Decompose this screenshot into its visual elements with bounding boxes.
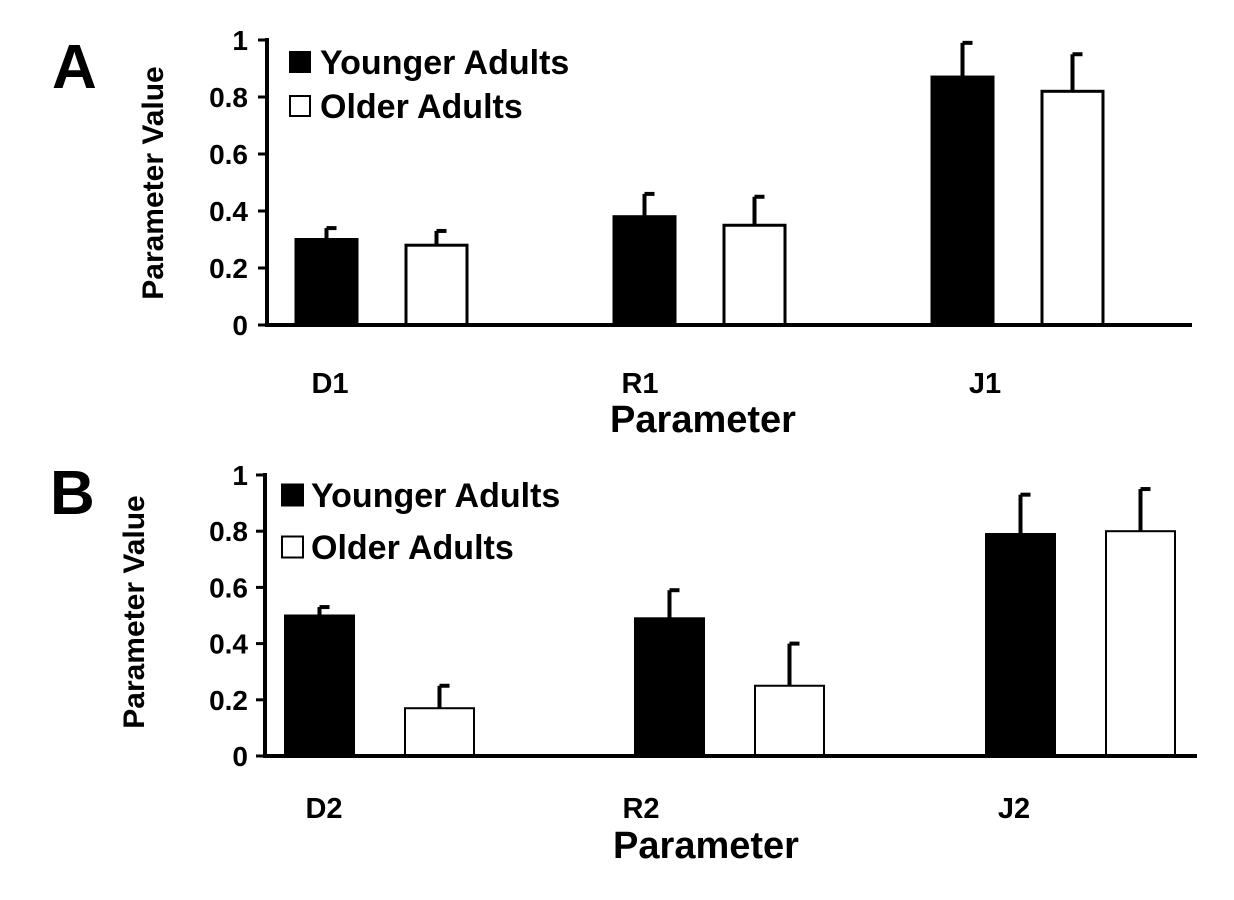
y-axis-title: Parameter Value <box>137 66 170 299</box>
x-tick-label-r1: R1 <box>621 368 658 400</box>
legend-label-younger: Younger Adults <box>320 44 569 82</box>
x-axis-title: Parameter <box>610 399 796 441</box>
y-axis-title: Parameter Value <box>118 495 151 728</box>
legend-label-older: Older Adults <box>311 529 514 567</box>
legend-swatch-older <box>281 535 304 559</box>
bar-younger-j2 <box>985 533 1056 758</box>
y-tick-label: 0.2 <box>209 253 248 284</box>
panel-label: A <box>52 33 97 102</box>
y-tick-label: 0.8 <box>209 82 248 113</box>
bar-younger-r2 <box>634 617 705 757</box>
y-tick-label: 0 <box>232 310 248 341</box>
legend: Younger Adults Older Adults <box>289 44 569 126</box>
y-tick-label: 1 <box>232 25 248 56</box>
bar-younger-d2 <box>284 614 355 757</box>
bar-older-d2 <box>404 707 475 757</box>
y-tick-label: 0.4 <box>209 629 248 660</box>
y-tick-label: 1 <box>232 460 248 491</box>
y-tick-label: 0.6 <box>209 139 248 170</box>
bar-older-j1 <box>1040 89 1105 327</box>
x-tick-label-j1: J1 <box>969 368 1001 400</box>
legend-label-older: Older Adults <box>320 88 523 126</box>
legend-label-younger: Younger Adults <box>311 477 560 515</box>
y-tick-label: 0.6 <box>209 572 248 603</box>
legend-swatch-older <box>289 95 311 117</box>
x-tick-label-j2: J2 <box>998 793 1030 825</box>
panel-label: B <box>50 459 95 528</box>
x-axis-title: Parameter <box>613 825 799 867</box>
bar-younger-j1 <box>930 75 995 327</box>
bar-older-d1 <box>404 243 469 327</box>
y-tick-label: 0 <box>232 741 248 772</box>
legend-swatch-younger <box>289 51 311 73</box>
bar-older-r1 <box>722 223 787 327</box>
x-tick-label-d2: D2 <box>305 793 342 825</box>
legend-swatch-younger <box>281 483 304 507</box>
y-tick-label: 0.2 <box>209 685 248 716</box>
y-tick-label: 0.4 <box>209 196 248 227</box>
bar-older-j2 <box>1105 530 1176 758</box>
chart-panel-b: B Parameter Value 0 0.2 0.4 0.6 0.8 1 D2 R2 J2 Para… <box>50 459 1197 867</box>
legend: Younger Adults Older Adults <box>281 477 560 567</box>
bar-younger-r1 <box>612 215 677 327</box>
chart-panel-a: A Parameter Value 0 0.2 0.4 0.6 0.8 1 D1 R1 J1 Para… <box>52 25 1192 441</box>
x-tick-label-d1: D1 <box>311 368 348 400</box>
bar-younger-d1 <box>294 238 359 327</box>
bar-older-r2 <box>754 684 825 757</box>
x-tick-label-r2: R2 <box>622 793 659 825</box>
y-tick-label: 0.8 <box>209 516 248 547</box>
